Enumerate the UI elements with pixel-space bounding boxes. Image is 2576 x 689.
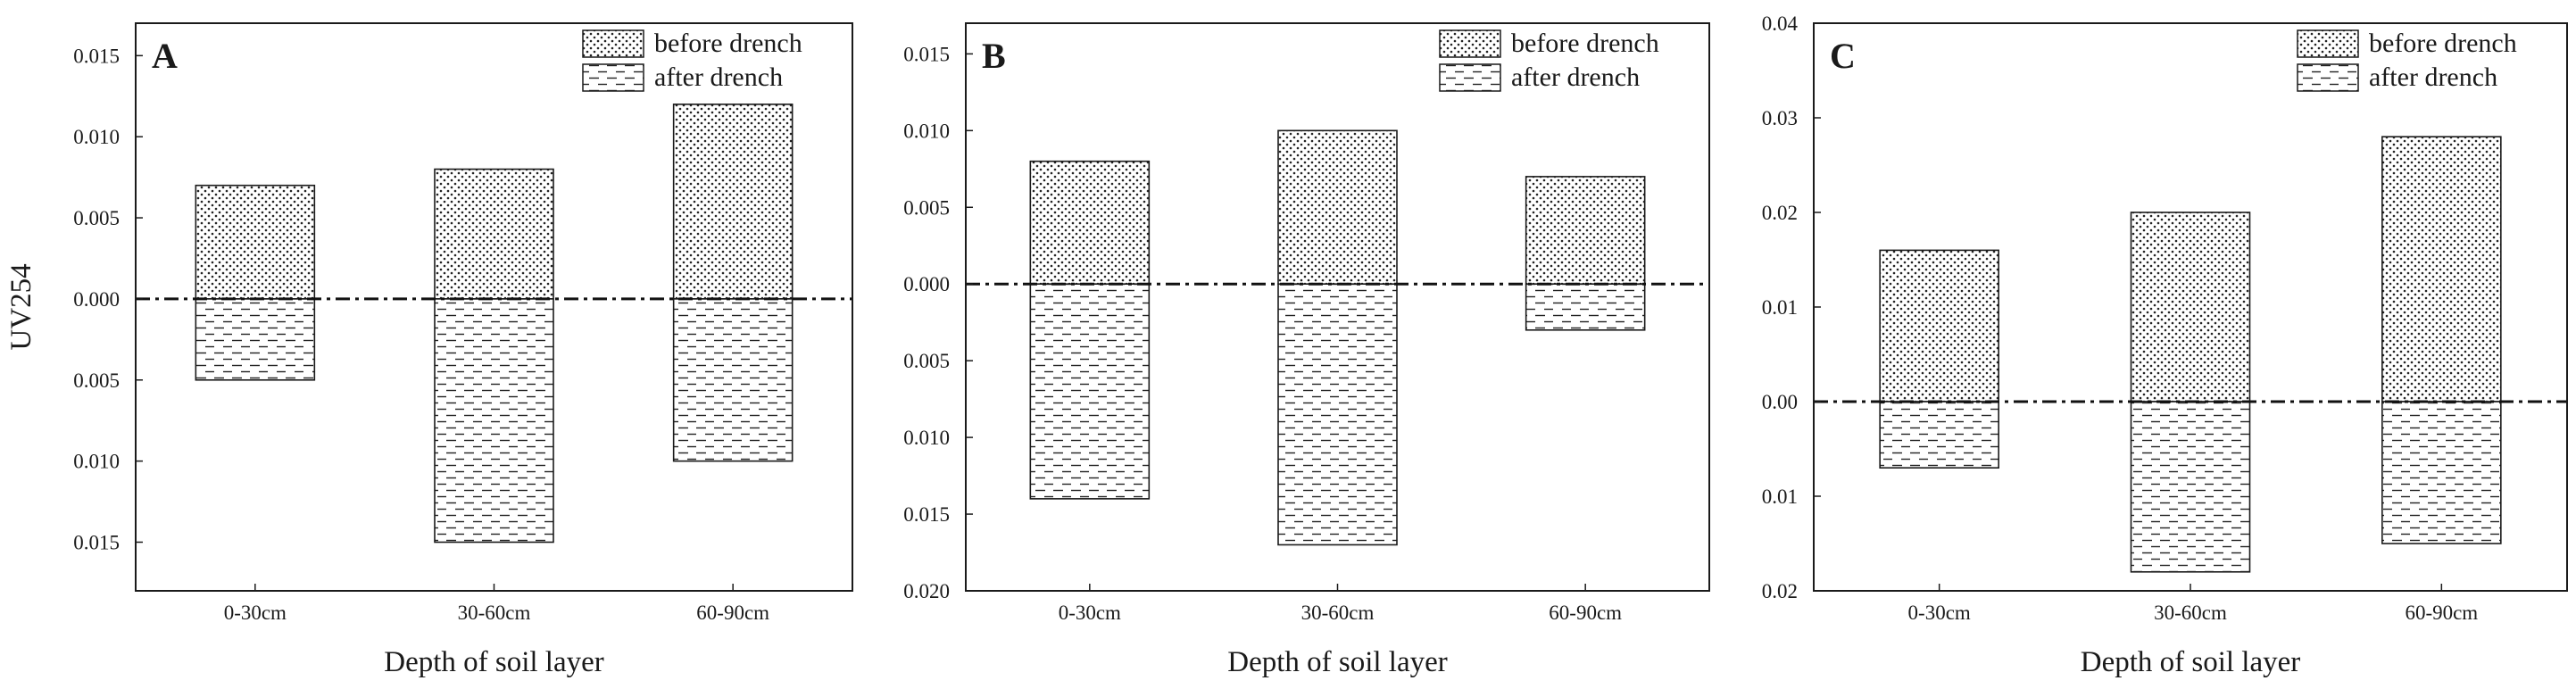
panel-letter: B xyxy=(982,36,1006,76)
y-tick-label: 0.010 xyxy=(73,451,120,473)
bar-after-drench xyxy=(434,298,554,544)
bar-before-drench xyxy=(434,168,554,300)
plot-frame xyxy=(135,22,853,592)
legend-label-after: after drench xyxy=(1511,62,1640,92)
y-tick-label: 0.010 xyxy=(903,427,950,449)
x-tick-label: 60-90cm xyxy=(696,602,769,624)
x-tick-label: 30-60cm xyxy=(1301,602,1375,624)
bar-after-drench xyxy=(1879,401,1999,469)
bar-before-drench xyxy=(672,104,794,300)
bar-before-drench xyxy=(1277,129,1398,286)
y-tick-label: 0.02 xyxy=(1762,580,1798,602)
bar-before-drench xyxy=(1029,160,1151,286)
x-tick-label: 0-30cm xyxy=(1908,602,1971,624)
x-axis-label: Depth of soil layer xyxy=(1227,646,1448,678)
x-tick-label: 30-60cm xyxy=(2154,602,2227,624)
plot-frame xyxy=(1813,22,2568,592)
y-tick-label: 0.005 xyxy=(903,350,950,372)
chart-panel-a: 0-30cm 30-60cm 60-90cm 0.015 0.010 0.005 0.000… xyxy=(5,22,853,678)
bar-after-drench xyxy=(1029,283,1151,500)
y-tick-label: 0.00 xyxy=(1762,391,1798,413)
legend-swatch-before xyxy=(1439,29,1501,58)
legend-swatch-after xyxy=(582,63,644,92)
legend-swatch-before xyxy=(582,29,644,58)
y-tick-label: 0.005 xyxy=(903,196,950,219)
panel-letter: A xyxy=(152,36,178,76)
x-tick-label: 30-60cm xyxy=(458,602,531,624)
y-tick-label: 0.015 xyxy=(903,43,950,65)
y-tick-label: 0.015 xyxy=(73,45,120,67)
y-tick-label: 0.000 xyxy=(903,273,950,295)
bar-before-drench xyxy=(195,184,316,300)
y-tick-label: 0.015 xyxy=(73,531,120,553)
plot-frame xyxy=(965,22,1710,592)
y-tick-label: 0.010 xyxy=(73,126,120,148)
bar-after-drench xyxy=(195,298,316,381)
chart-panel-b: 0-30cm 30-60cm 60-90cm 0.015 0.010 0.005 0.000… xyxy=(903,22,1710,678)
legend-swatch-after xyxy=(2297,63,2359,92)
legend-label-before: before drench xyxy=(2369,29,2517,58)
bar-after-drench xyxy=(1525,283,1646,331)
legend-label-after: after drench xyxy=(2369,62,2497,92)
legend-label-before: before drench xyxy=(1511,29,1659,58)
y-tick-label: 0.005 xyxy=(73,207,120,229)
legend-swatch-after xyxy=(1439,63,1501,92)
y-tick-label: 0.005 xyxy=(73,369,120,392)
legend-label-before: before drench xyxy=(654,29,802,58)
y-axis-label: UV254 xyxy=(5,263,37,350)
y-tick-label: 0.04 xyxy=(1762,12,1799,35)
bar-before-drench xyxy=(2130,212,2251,403)
y-tick-label: 0.010 xyxy=(903,120,950,142)
legend-label-after: after drench xyxy=(654,62,783,92)
y-tick-label: 0.03 xyxy=(1762,107,1798,129)
chart-panel-c: 0-30cm 30-60cm 60-90cm 0.04 0.03 0.02 0.01 0.00… xyxy=(1762,12,2568,678)
y-tick-label: 0.01 xyxy=(1762,486,1798,508)
x-axis-label: Depth of soil layer xyxy=(2081,646,2301,678)
y-tick-label: 0.02 xyxy=(1762,202,1798,224)
bar-before-drench xyxy=(2381,136,2502,403)
bar-after-drench xyxy=(672,298,794,462)
y-tick-label: 0.000 xyxy=(73,288,120,311)
bar-before-drench xyxy=(1525,176,1646,286)
x-tick-label: 60-90cm xyxy=(2405,602,2478,624)
bar-after-drench xyxy=(2381,401,2502,544)
y-tick-label: 0.015 xyxy=(903,503,950,526)
x-tick-label: 60-90cm xyxy=(1549,602,1622,624)
x-tick-label: 0-30cm xyxy=(224,602,287,624)
panel-letter: C xyxy=(1830,36,1856,76)
y-tick-label: 0.020 xyxy=(903,580,950,602)
x-tick-label: 0-30cm xyxy=(1059,602,1121,624)
y-tick-label: 0.01 xyxy=(1762,296,1798,319)
x-axis-label: Depth of soil layer xyxy=(384,646,604,678)
bar-after-drench xyxy=(1277,283,1398,546)
bar-before-drench xyxy=(1879,249,1999,403)
bar-after-drench xyxy=(2130,401,2251,573)
legend-swatch-before xyxy=(2297,29,2359,58)
